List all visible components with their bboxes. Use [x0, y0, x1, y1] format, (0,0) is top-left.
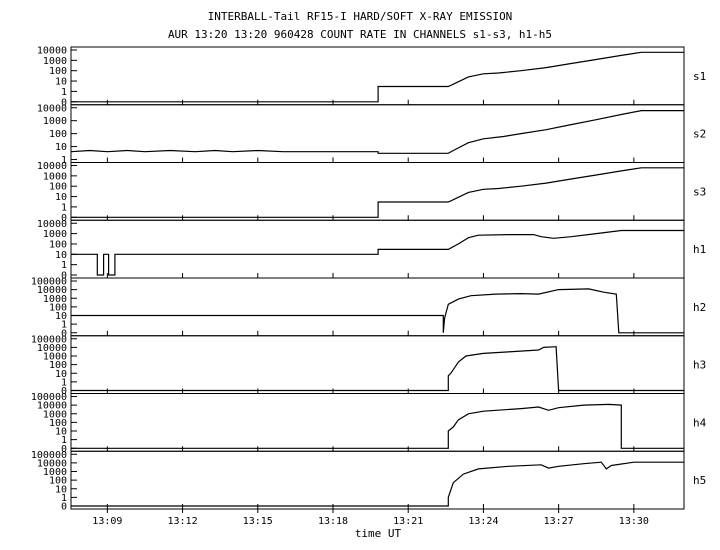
series-line-s1	[71, 51, 684, 103]
chart-title: INTERBALL-Tail RF15-I HARD/SOFT X-RAY EM…	[208, 10, 513, 23]
panel-frame-h4	[70, 393, 685, 452]
x-axis: 13:09 13:12 13:15 13:18 13:21 13:24 13:27 13:30	[92, 509, 649, 527]
y-tick-label-h1: 100	[49, 239, 67, 250]
y-tick-label-h4: 100	[49, 418, 67, 429]
x-tick-label: 13:24	[468, 516, 498, 527]
y-tick-label-h2: 100	[49, 302, 67, 313]
series-line-s3	[71, 167, 684, 218]
y-tick-label-h3: 0	[61, 386, 67, 397]
y-tick-label-s1: 1	[61, 87, 67, 98]
x-tick-label: 13:12	[168, 516, 198, 527]
series-label-s1: s1	[693, 70, 706, 83]
y-tick-label-h5: 0	[61, 502, 67, 513]
y-tick-label-h4: 1000	[43, 409, 67, 420]
y-tick-label-h4: 10000	[37, 401, 67, 412]
y-tick-label-s3: 10000	[37, 161, 67, 172]
series-label-s2: s2	[693, 128, 706, 141]
y-tick-label-h3: 10000	[37, 343, 67, 354]
series-line-h4	[71, 403, 684, 449]
y-tick-label-h2: 1	[61, 320, 67, 331]
y-tick-label-h5: 1	[61, 493, 67, 504]
y-tick-label-h1: 0	[61, 271, 67, 282]
y-tick-label-s2: 100	[49, 129, 67, 140]
y-tick-label-h5: 10000	[37, 458, 67, 469]
y-tick-label-s1: 100	[49, 66, 67, 77]
y-tick-label-h2: 0	[61, 328, 67, 339]
y-tick-label-s3: 0	[61, 213, 67, 224]
y-tick-label-h1: 10000	[37, 219, 67, 230]
y-tick-label-h5: 100000	[31, 450, 67, 461]
y-tick-label-h3: 1	[61, 377, 67, 388]
series-line-h3	[71, 346, 684, 392]
y-tick-label-s3: 1000	[43, 171, 67, 182]
y-tick-label-s2: 10000	[37, 103, 67, 114]
y-tick-label-s1: 10	[55, 77, 67, 88]
y-tick-label-h3: 100	[49, 360, 67, 371]
y-tick-label-s3: 100	[49, 182, 67, 193]
series-label-h1: h1	[693, 243, 706, 256]
series-line-s2	[70, 110, 684, 154]
x-tick-label: 13:27	[544, 516, 574, 527]
y-tick-label-s2: 1	[61, 155, 67, 166]
y-tick-label-h5: 100	[49, 476, 67, 487]
x-tick-label: 13:18	[318, 516, 348, 527]
y-tick-label-s2: 1000	[43, 116, 67, 127]
y-tick-label-h2: 10	[55, 311, 67, 322]
series-label-h4: h4	[693, 416, 707, 429]
series-label-h3: h3	[693, 359, 706, 372]
y-tick-label-s3: 1	[61, 202, 67, 213]
series-label-h2: h2	[693, 301, 706, 314]
panel-frame-h3	[70, 335, 685, 394]
y-tick-label-h4: 1	[61, 435, 67, 446]
x-tick-label: 13:21	[393, 516, 423, 527]
x-axis-label: time UT	[355, 527, 402, 540]
y-tick-label-s1: 10000	[37, 46, 67, 57]
panel-frame-h5	[70, 450, 685, 510]
panel-s2: 1 10 100 1000 10000 s2	[37, 103, 706, 166]
y-tick-label-s1: 0	[61, 97, 67, 108]
y-tick-label-h4: 100000	[31, 392, 67, 403]
y-tick-label-s1: 1000	[43, 56, 67, 67]
y-tick-label-s2: 10	[55, 142, 67, 153]
series-label-s3: s3	[693, 185, 706, 198]
x-tick-label: 13:09	[92, 516, 122, 527]
y-tick-label-h2: 100000	[31, 277, 67, 288]
y-tick-label-h5: 10	[55, 484, 67, 495]
x-tick-label: 13:30	[619, 516, 649, 527]
series-line-h2	[71, 288, 684, 334]
y-tick-label-h2: 10000	[37, 285, 67, 296]
panel-frame-h2	[70, 277, 685, 337]
panels: 0110100100010000s1110100100010000s201101…	[31, 46, 707, 513]
y-tick-label-h5: 1000	[43, 467, 67, 478]
y-tick-label-s3: 10	[55, 192, 67, 203]
y-tick-label-h2: 1000	[43, 294, 67, 305]
y-tick-label-h1: 10	[55, 250, 67, 261]
y-tick-label-h3: 10	[55, 369, 67, 380]
chart-subtitle: AUR 13:20 13:20 960428 COUNT RATE IN CHA…	[168, 28, 552, 41]
series-line-h1	[71, 229, 684, 276]
series-label-h5: h5	[693, 474, 706, 487]
y-tick-label-h3: 100000	[31, 334, 67, 345]
y-tick-label-h3: 1000	[43, 352, 67, 363]
y-tick-label-h4: 0	[61, 444, 67, 455]
y-tick-label-h1: 1	[61, 260, 67, 271]
series-line-h5	[71, 461, 684, 507]
x-tick-label: 13:15	[243, 516, 273, 527]
y-tick-label-h4: 10	[55, 427, 67, 438]
y-tick-label-h1: 1000	[43, 229, 67, 240]
